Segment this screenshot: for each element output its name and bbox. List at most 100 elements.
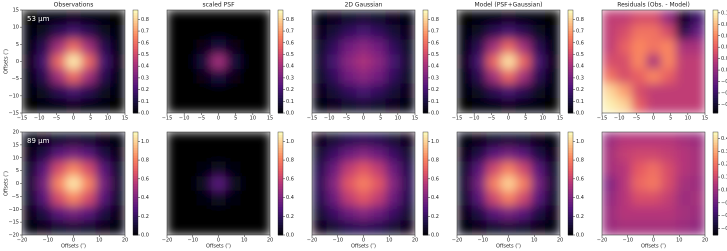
x-tick-label: 0 <box>217 238 220 244</box>
cell <box>95 98 111 113</box>
colorbar-step <box>278 102 283 106</box>
colorbar-step <box>133 224 138 228</box>
cell <box>181 132 197 148</box>
x-tick-label: −10 <box>187 238 198 244</box>
colorbar-step <box>278 162 283 166</box>
colorbar-step <box>423 173 428 177</box>
cell <box>211 39 227 55</box>
colorbar-step <box>568 94 573 98</box>
colorbar-step <box>713 155 718 159</box>
colorbar-step <box>568 17 573 21</box>
colorbar-tick-label: 0.0 <box>431 111 439 117</box>
colorbar-step <box>278 198 283 202</box>
colorbar-step <box>713 139 718 143</box>
colorbar-step <box>278 35 283 39</box>
cell <box>370 10 387 26</box>
cell <box>385 83 401 99</box>
cell <box>530 10 546 26</box>
colorbar-step <box>133 139 138 143</box>
colorbar-tick-label: 0.04 <box>721 45 727 51</box>
colorbar-step <box>568 22 573 26</box>
colorbar-step <box>713 142 718 146</box>
colorbar-step <box>133 43 138 47</box>
cell <box>471 24 487 40</box>
colorbar-step <box>423 188 428 192</box>
colorbar-step <box>423 107 428 111</box>
cell <box>457 205 473 221</box>
x-tick-label: 15 <box>557 116 563 122</box>
colorbar-step <box>568 160 573 164</box>
colorbar-step <box>278 144 283 148</box>
colorbar-step <box>278 30 283 34</box>
colorbar-step <box>713 168 718 172</box>
colorbar-tick-label: 0.2 <box>141 87 149 93</box>
cell <box>66 161 82 177</box>
cell <box>545 146 560 162</box>
cell <box>616 132 632 148</box>
colorbar-step <box>713 94 718 98</box>
x-axis-label: Offsets (″) <box>641 244 666 250</box>
colorbar-step <box>713 180 718 184</box>
cell <box>471 68 487 85</box>
cell <box>80 176 97 192</box>
cell <box>326 205 342 221</box>
colorbar-tick-label: 0.3 <box>721 149 727 155</box>
x-tick-label: 0 <box>72 238 75 244</box>
cell <box>240 68 256 85</box>
cell <box>690 54 705 70</box>
cell <box>385 146 401 162</box>
colorbar-step <box>133 198 138 202</box>
cell <box>36 220 52 235</box>
cell <box>95 205 111 221</box>
colorbar-step <box>278 66 283 70</box>
colorbar-step <box>133 157 138 161</box>
colorbar-tick-label: 0.2 <box>431 87 439 93</box>
colorbar-step <box>133 76 138 80</box>
heatmap <box>22 10 125 113</box>
cell <box>385 54 401 70</box>
colorbar-step <box>568 224 573 228</box>
cell <box>326 10 342 26</box>
colorbar-tick-label: 0.3 <box>286 75 294 81</box>
colorbar-step <box>568 87 573 91</box>
colorbar-frame <box>567 131 574 236</box>
colorbar-step <box>423 33 428 37</box>
cell <box>545 24 560 40</box>
colorbar-step <box>278 92 283 96</box>
heatmap <box>22 132 125 235</box>
x-tick-label: 5 <box>524 116 527 122</box>
colorbar-step <box>278 173 283 177</box>
colorbar-step <box>568 219 573 223</box>
colorbar-step <box>278 147 283 151</box>
colorbar-step <box>713 25 718 29</box>
cell <box>385 161 401 177</box>
cell <box>545 39 560 55</box>
cell <box>602 24 618 40</box>
colorbar-step <box>133 173 138 177</box>
cell <box>356 10 372 26</box>
cell <box>501 68 517 85</box>
cell <box>196 24 212 40</box>
cell <box>616 146 632 162</box>
colorbar-step <box>278 76 283 80</box>
colorbar-step <box>133 219 138 223</box>
colorbar-step <box>133 82 138 86</box>
colorbar-step <box>133 22 138 26</box>
colorbar-step <box>713 105 718 109</box>
colorbar-step <box>278 224 283 228</box>
colorbar-step <box>133 89 138 93</box>
colorbar-step <box>133 232 138 236</box>
x-tick-label: 10 <box>685 116 691 122</box>
colorbar-step <box>713 97 718 101</box>
colorbar-step <box>713 178 718 182</box>
cell <box>51 10 67 26</box>
colorbar-step <box>133 110 138 114</box>
x-tick-label: −15 <box>17 116 28 122</box>
x-tick-label: 10 <box>531 238 537 244</box>
colorbar-step <box>133 216 138 220</box>
colorbar-tick-label: 0.1 <box>286 99 294 105</box>
cell <box>341 146 357 162</box>
cell <box>312 68 328 85</box>
cell <box>225 161 242 177</box>
colorbar-step <box>713 150 718 153</box>
